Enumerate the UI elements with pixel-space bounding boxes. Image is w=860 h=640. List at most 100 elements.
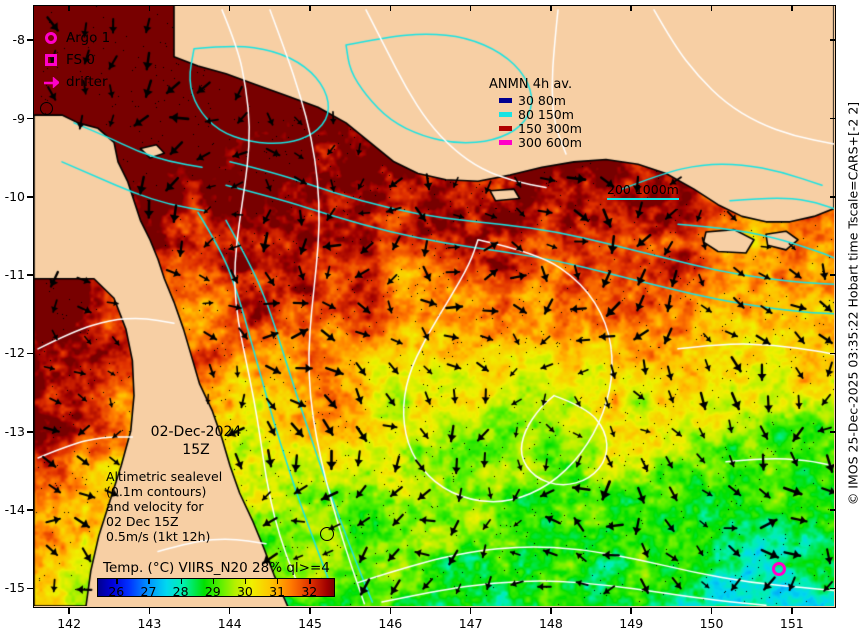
y-tick-label: -9 (12, 110, 25, 126)
y-tick-label: -11 (4, 267, 25, 283)
y-tick-inner (830, 587, 836, 590)
colorbar-tick-label: 29 (204, 584, 221, 599)
anmn-swatch-80-150 (499, 111, 512, 117)
anmn-item-80-150: 80 150m (499, 106, 582, 122)
x-tick (550, 608, 552, 614)
legend-item-drifter: drifter (39, 71, 110, 93)
x-tick (309, 608, 311, 614)
y-tick-label: -15 (4, 580, 25, 596)
anmn-label-30-80: 30 80m (518, 92, 566, 108)
x-tick-top (309, 5, 311, 11)
description-line-5: 0.5m/s (1kt 12h) (106, 529, 211, 544)
y-tick (27, 587, 33, 590)
anmn-swatch-300-600 (499, 139, 512, 145)
y-tick-label: -14 (4, 502, 25, 518)
y-tick-inner (830, 274, 836, 276)
drifter-arrow-icon (39, 76, 63, 88)
x-tick-label: 150 (699, 616, 724, 631)
x-tick-top (550, 5, 552, 11)
x-tick-label: 147 (458, 616, 483, 631)
x-tick-top (710, 5, 713, 11)
description-line-2: (0.1m contours) (106, 484, 207, 499)
bathymetry-legend-line (607, 198, 679, 200)
x-tick-top (630, 5, 632, 11)
copyright-text: © IMOS 25-Dec-2025 03:35:22 Hobart time … (838, 0, 860, 612)
mooring-black-circle-icon (40, 102, 53, 115)
anmn-label-150-300: 150 300m (518, 120, 582, 136)
colorbar-tick (148, 579, 150, 584)
anmn-label-300-600: 300 600m (518, 134, 582, 150)
y-tick-label: -8 (12, 32, 25, 48)
legend-label-fs: FS 0 (66, 52, 95, 68)
x-tick-top (469, 5, 472, 11)
y-tick (27, 39, 33, 41)
description-line-3: and velocity for (106, 499, 204, 514)
y-tick (27, 196, 33, 198)
x-tick (389, 608, 392, 614)
map-marker-argo[interactable] (772, 562, 786, 576)
colorbar-tick-label: 30 (236, 584, 253, 599)
colorbar-tick (180, 579, 182, 584)
anmn-depth-legend: ANMN 4h av. 30 80m 80 150m 150 300m 300 … (489, 77, 582, 150)
copyright-label: © IMOS 25-Dec-2025 03:35:22 Hobart time … (845, 101, 860, 506)
x-tick (68, 608, 70, 614)
y-tick-inner (830, 509, 836, 511)
x-tick-label: 146 (378, 616, 403, 631)
map-marker-mooring[interactable] (320, 527, 334, 541)
colorbar-tick (277, 579, 279, 584)
fs-square-icon (39, 54, 63, 66)
bathymetry-legend-label: 200 1000m (607, 182, 679, 197)
legend-label-drifter: drifter (66, 74, 108, 90)
x-tick (228, 608, 231, 614)
sst-heatmap-canvas (34, 6, 834, 606)
y-tick-inner (830, 431, 836, 433)
anmn-legend-title: ANMN 4h av. (489, 77, 573, 92)
y-tick (27, 431, 33, 433)
bathymetry-legend: 200 1000m (607, 182, 679, 200)
annotation-date: 02-Dec-2024 (150, 424, 242, 440)
x-tick-label: 145 (298, 616, 322, 631)
anmn-item-30-80: 30 80m (499, 92, 582, 108)
y-tick-label: -12 (4, 345, 25, 361)
marker-legend: Argo 1 FS 0 drifter (39, 27, 110, 93)
date-annotation: 02-Dec-2024 15Z (121, 423, 271, 459)
legend-item-fs: FS 0 (39, 49, 110, 71)
description-annotation: Altimetric sealevel (0.1m contours) and … (106, 469, 281, 544)
colorbar-tick-label: 26 (108, 584, 125, 599)
description-line-4: 02 Dec 15Z (106, 514, 179, 529)
y-tick (27, 274, 33, 276)
y-tick-inner (830, 196, 836, 198)
x-tick (710, 608, 713, 614)
anmn-swatch-30-80 (499, 97, 512, 103)
colorbar-tick-label: 27 (140, 584, 157, 599)
anmn-item-150-300: 150 300m (499, 120, 582, 136)
x-tick-top (68, 5, 70, 11)
legend-item-argo: Argo 1 (39, 27, 110, 49)
colorbar-tick-label: 31 (269, 584, 286, 599)
y-tick (27, 352, 33, 355)
y-tick (27, 117, 33, 120)
legend-label-argo: Argo 1 (66, 30, 111, 46)
x-tick (469, 608, 472, 614)
anmn-label-80-150: 80 150m (518, 106, 574, 122)
description-line-1: Altimetric sealevel (106, 469, 223, 484)
colorbar-tick-label: 32 (301, 584, 318, 599)
colorbar-tick-label: 28 (172, 584, 189, 599)
x-tick-top (148, 5, 151, 11)
colorbar-tick (212, 579, 215, 584)
colorbar-gradient (97, 578, 335, 597)
colorbar-tick (309, 579, 311, 584)
y-tick-inner (830, 352, 836, 355)
x-tick-top (228, 5, 231, 11)
map-plot-area[interactable]: Argo 1 FS 0 drifter ANMN 4h av. (33, 5, 836, 608)
x-tick-label: 149 (619, 616, 644, 631)
y-tick (27, 509, 33, 511)
x-tick (791, 608, 793, 614)
x-tick-label: 148 (538, 616, 563, 631)
x-tick-label: 143 (137, 616, 162, 631)
y-tick-inner (830, 39, 836, 41)
x-tick-top (791, 5, 793, 11)
x-tick-label: 144 (217, 616, 242, 631)
y-tick-label: -10 (4, 188, 25, 204)
